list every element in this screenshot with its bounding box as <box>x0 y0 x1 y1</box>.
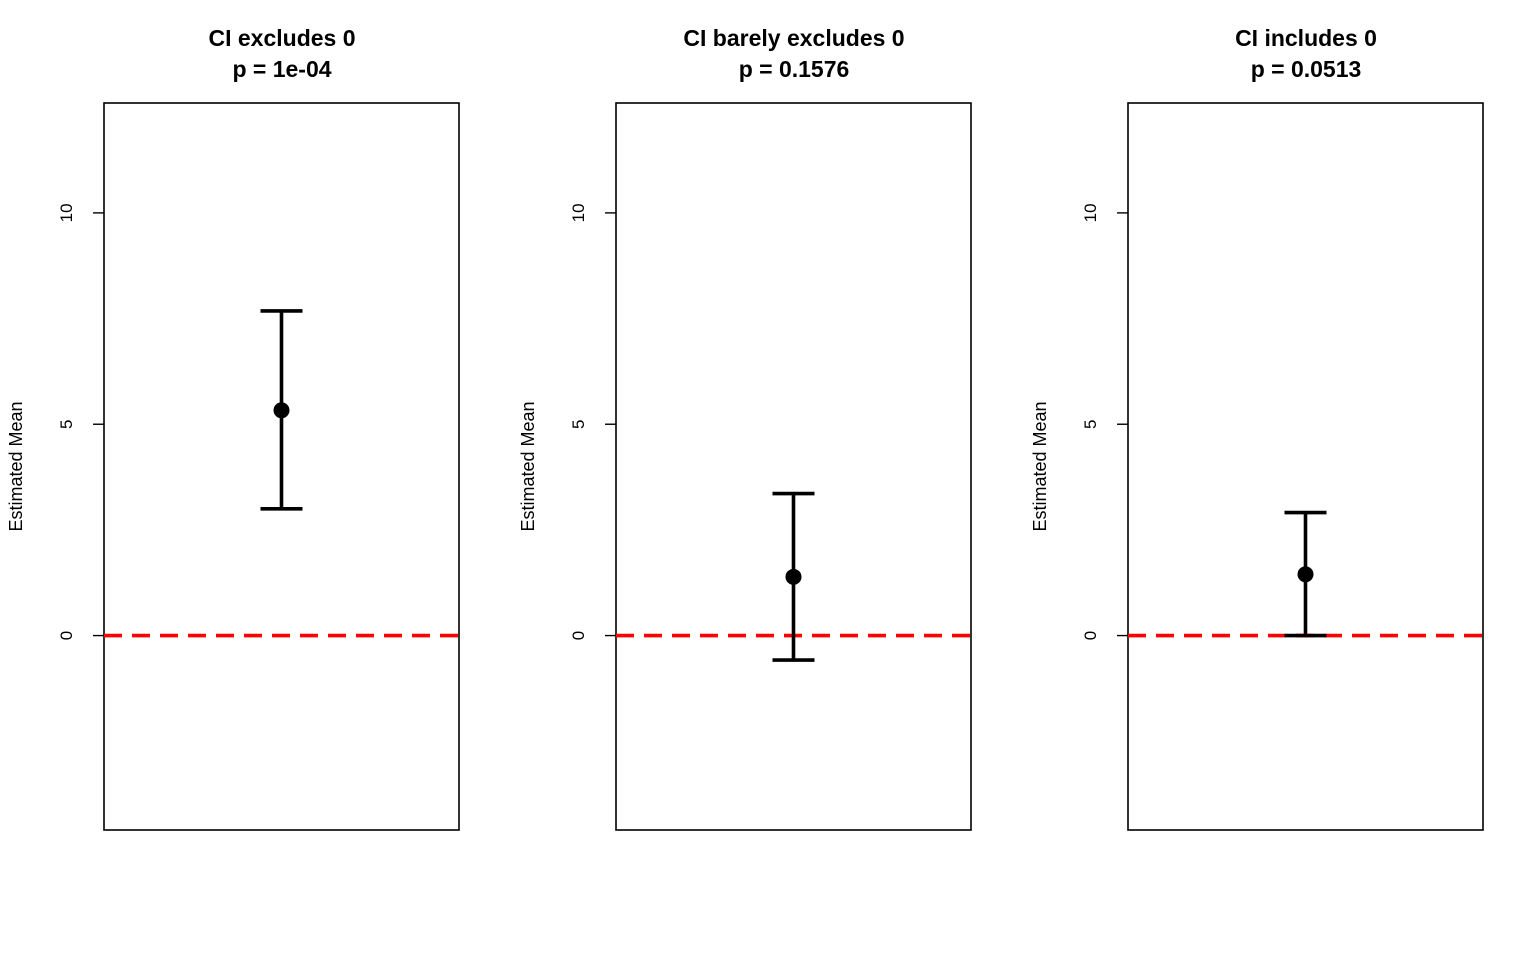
chart-svg: CI excludes 0 p = 1e-04 0 5 10 Estimated Mean <box>6 25 460 831</box>
chart-panel-1: CI excludes 0 p = 1e-04 0 5 10 Estimated Mean <box>0 0 512 960</box>
chart-subtitle: p = 1e-04 <box>232 56 331 82</box>
chart-subtitle: p = 0.0513 <box>1251 56 1362 82</box>
estimate-point <box>1297 566 1314 583</box>
y-axis-label: Estimated Mean <box>6 401 26 531</box>
chart-svg: CI includes 0 p = 0.0513 0 5 10 Estimated Mea… <box>1030 25 1484 831</box>
plot-frame <box>103 102 460 831</box>
y-tick-label: 5 <box>569 419 588 428</box>
y-tick-label: 10 <box>57 203 76 222</box>
estimate-point <box>785 568 802 585</box>
y-tick-label: 5 <box>1081 419 1100 428</box>
y-tick-label: 0 <box>1081 631 1100 640</box>
y-tick-label: 0 <box>569 631 588 640</box>
plot-frame <box>1127 102 1484 831</box>
y-tick-label: 10 <box>569 203 588 222</box>
estimate-point <box>273 402 290 419</box>
plot-frame <box>615 102 972 831</box>
chart-svg: CI barely excludes 0 p = 0.1576 0 5 10 Estima… <box>518 25 972 831</box>
chart-panel-3: CI includes 0 p = 0.0513 0 5 10 Estimated Mea… <box>1024 0 1536 960</box>
y-tick-label: 10 <box>1081 203 1100 222</box>
y-tick-label: 0 <box>57 631 76 640</box>
chart-title: CI excludes 0 <box>208 25 355 51</box>
y-axis-label: Estimated Mean <box>1030 401 1050 531</box>
chart-title: CI includes 0 <box>1235 25 1377 51</box>
y-tick-label: 5 <box>57 419 76 428</box>
y-axis-label: Estimated Mean <box>518 401 538 531</box>
chart-subtitle: p = 0.1576 <box>739 56 850 82</box>
chart-panel-2: CI barely excludes 0 p = 0.1576 0 5 10 Estima… <box>512 0 1024 960</box>
chart-title: CI barely excludes 0 <box>683 25 904 51</box>
